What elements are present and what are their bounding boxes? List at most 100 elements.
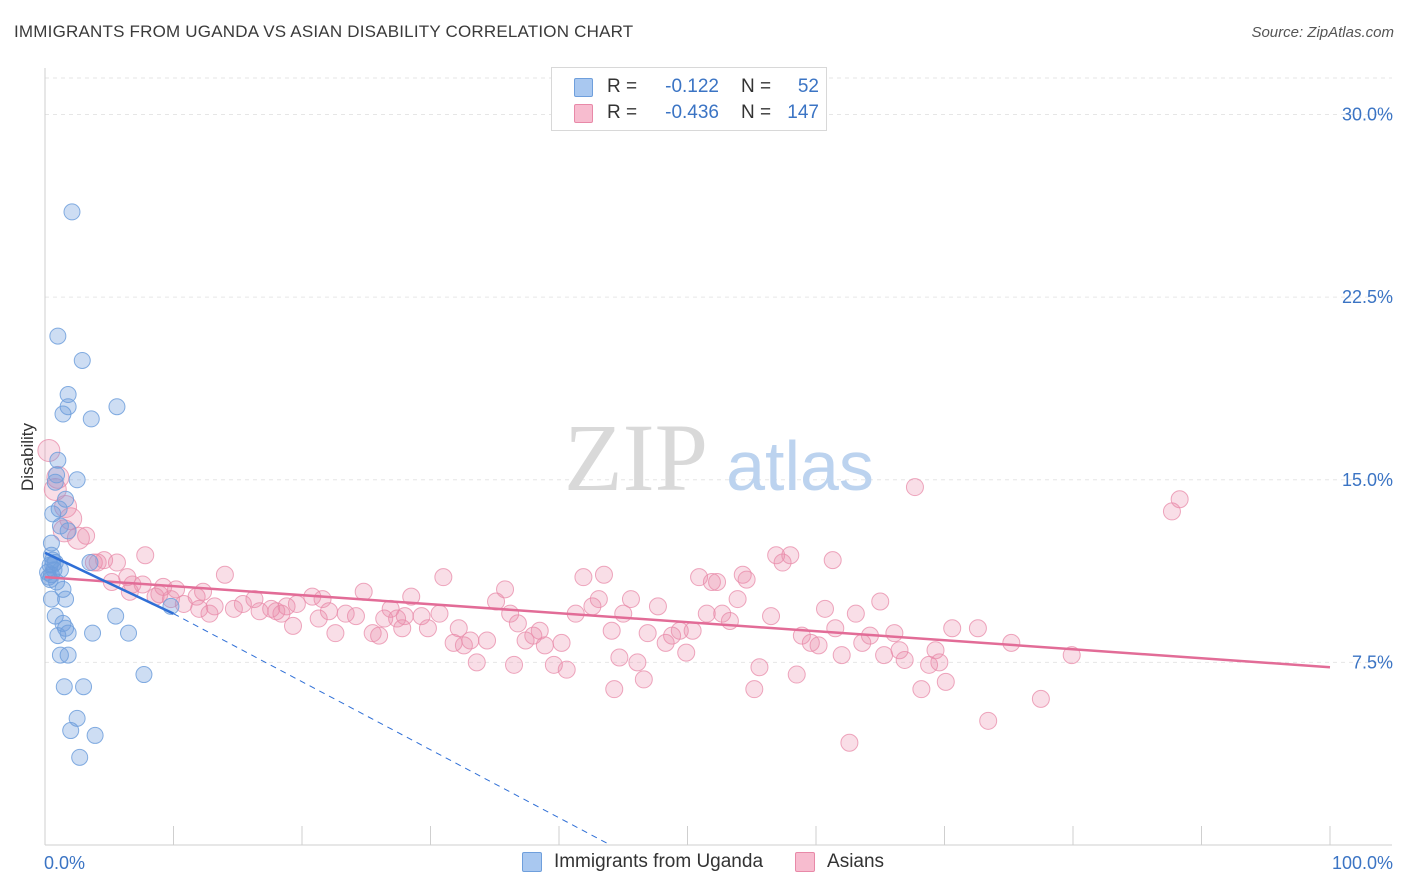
data-point-uganda (55, 678, 73, 696)
data-point-asians (449, 619, 468, 638)
data-point-asians (478, 631, 497, 650)
data-point-asians (905, 478, 924, 497)
legend-n-value: 52 (797, 76, 819, 97)
source-credit: Source: ZipAtlas.com (1251, 24, 1394, 41)
data-point-asians (737, 570, 756, 589)
data-point-asians (930, 653, 949, 672)
chart-title: IMMIGRANTS FROM UGANDA VS ASIAN DISABILI… (14, 22, 634, 41)
data-point-uganda (81, 554, 99, 572)
data-point-uganda (120, 624, 138, 642)
data-point-uganda (46, 473, 64, 491)
data-point-asians (215, 565, 234, 584)
y-tick-label: 15.0% (1342, 470, 1393, 490)
data-point-uganda (135, 666, 153, 684)
data-point-asians (1162, 502, 1181, 521)
data-point-asians (628, 653, 647, 672)
legend-r-value: -0.436 (665, 102, 719, 123)
data-point-asians (52, 519, 76, 543)
x-tick-label-min: 0.0% (44, 853, 85, 873)
data-point-asians (309, 609, 328, 628)
legend-r-value: -0.122 (665, 76, 719, 97)
y-tick-label: 22.5% (1342, 287, 1393, 307)
data-point-asians (979, 711, 998, 730)
legend-row-uganda: R = -0.122 N = 52 (574, 74, 819, 100)
series-label-uganda: Immigrants from Uganda (553, 851, 764, 872)
data-point-asians (594, 565, 613, 584)
data-point-asians (890, 641, 909, 660)
legend-swatch-blue (574, 77, 593, 97)
data-point-asians (926, 641, 945, 660)
series-label-asians: Asians (827, 851, 885, 872)
data-point-uganda (42, 590, 60, 608)
data-point-asians (750, 658, 769, 677)
data-point-uganda (59, 386, 77, 404)
data-point-asians (610, 648, 629, 667)
data-point-asians (66, 526, 90, 550)
data-point-asians (313, 590, 332, 609)
data-point-asians (648, 597, 667, 616)
data-point-asians (77, 526, 96, 545)
data-point-asians (346, 607, 365, 626)
data-point-asians (1031, 689, 1050, 708)
data-point-asians (245, 590, 264, 609)
data-point-uganda (57, 490, 75, 508)
legend-row-asians: R = -0.436 N = 147 (574, 100, 819, 126)
trend-lines (44, 551, 1331, 846)
legend-n-value: 147 (787, 102, 819, 123)
data-point-asians (683, 621, 702, 640)
data-point-uganda (48, 466, 66, 484)
data-point-uganda (42, 534, 60, 552)
y-tick-label: 7.5% (1352, 652, 1393, 672)
data-point-asians (773, 553, 792, 572)
data-point-asians (107, 553, 126, 572)
data-point-uganda (50, 500, 68, 518)
data-point-asians (574, 568, 593, 587)
data-point-asians (508, 614, 527, 633)
trend-line-asians (44, 575, 1331, 669)
data-point-asians (605, 680, 624, 699)
data-point-asians (745, 680, 764, 699)
data-point-asians (496, 580, 515, 599)
legend-r-label: R = (607, 102, 638, 123)
data-point-asians (194, 582, 213, 601)
data-point-asians (728, 590, 747, 609)
series-swatch-blue (521, 852, 542, 872)
data-point-asians (708, 573, 727, 592)
y-tick-label: 30.0% (1342, 105, 1393, 125)
data-point-asians (1002, 633, 1021, 652)
data-point-asians (530, 621, 549, 640)
data-point-asians (885, 624, 904, 643)
data-point-asians (677, 643, 696, 662)
data-point-asians (767, 546, 786, 565)
data-point-asians (602, 621, 621, 640)
legend-n-label: N = (741, 102, 772, 123)
data-point-uganda (54, 405, 72, 423)
data-point-uganda (62, 722, 80, 740)
series-legend: Immigrants from Uganda Asians (0, 851, 1406, 873)
watermark-atlas: atlas (726, 427, 874, 505)
legend-swatch-pink (574, 103, 593, 123)
series-swatch-pink (795, 852, 816, 872)
data-point-asians (1062, 646, 1081, 665)
data-point-uganda (57, 590, 75, 608)
data-point-asians (224, 599, 243, 618)
data-point-asians (634, 670, 653, 689)
correlation-legend: R = -0.122 N = 52 R = -0.436 N = 147 (551, 67, 827, 131)
data-point-asians (336, 604, 355, 623)
x-tick-label-max: 100.0% (1332, 853, 1393, 873)
uganda-points (39, 203, 180, 766)
data-point-asians (284, 616, 303, 635)
data-point-asians (832, 646, 851, 665)
data-point-uganda (63, 203, 81, 221)
data-point-asians (434, 568, 453, 587)
data-point-asians (535, 636, 554, 655)
data-point-asians (461, 631, 480, 650)
data-point-asians (354, 582, 373, 601)
data-point-uganda (84, 624, 102, 642)
series-legend-asians: Asians (795, 851, 884, 873)
data-point-asians (809, 636, 828, 655)
data-point-uganda (59, 624, 77, 642)
data-point-asians (638, 624, 657, 643)
data-point-asians (267, 602, 286, 621)
data-point-asians (826, 619, 845, 638)
